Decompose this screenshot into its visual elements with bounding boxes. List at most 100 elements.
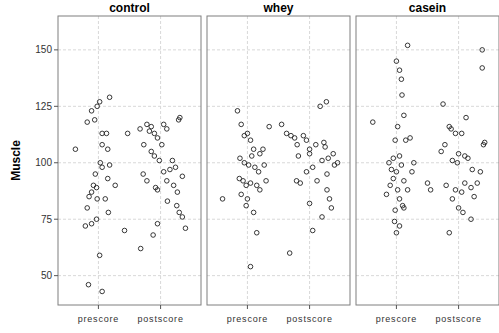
point bbox=[242, 160, 247, 165]
point bbox=[89, 109, 94, 114]
point bbox=[107, 163, 112, 168]
point bbox=[405, 188, 410, 193]
point bbox=[388, 183, 393, 188]
point bbox=[307, 151, 312, 156]
panel-title: control bbox=[109, 1, 150, 15]
point bbox=[149, 124, 154, 129]
point bbox=[145, 122, 150, 127]
point bbox=[287, 251, 292, 256]
tick-mark bbox=[54, 106, 58, 107]
grid-line bbox=[207, 49, 350, 50]
point bbox=[106, 210, 111, 215]
grid-line bbox=[58, 219, 201, 220]
point bbox=[402, 179, 407, 184]
point bbox=[238, 156, 243, 161]
point bbox=[165, 199, 170, 204]
point bbox=[443, 142, 448, 147]
point bbox=[105, 176, 110, 181]
point bbox=[320, 215, 325, 220]
point bbox=[91, 183, 96, 188]
point bbox=[469, 185, 474, 190]
grid-line bbox=[58, 275, 201, 276]
grid-line bbox=[58, 106, 201, 107]
plot-background bbox=[207, 16, 350, 305]
point bbox=[83, 224, 88, 229]
point bbox=[151, 233, 156, 238]
grid-line bbox=[160, 16, 161, 305]
point bbox=[450, 197, 455, 202]
point bbox=[453, 131, 458, 136]
point bbox=[410, 169, 415, 174]
grid-line bbox=[58, 49, 201, 50]
point bbox=[399, 163, 404, 168]
grid-line bbox=[207, 275, 350, 276]
point bbox=[325, 188, 330, 193]
point bbox=[314, 142, 319, 147]
tick-mark bbox=[309, 305, 310, 309]
tick-label: postscore bbox=[286, 314, 332, 324]
grid-line bbox=[309, 16, 310, 305]
point bbox=[100, 142, 105, 147]
point bbox=[392, 219, 397, 224]
point bbox=[335, 160, 340, 165]
point bbox=[441, 102, 446, 107]
point bbox=[402, 113, 407, 118]
point bbox=[239, 192, 244, 197]
grid-line bbox=[58, 162, 201, 163]
point bbox=[248, 138, 253, 143]
point bbox=[264, 179, 269, 184]
point bbox=[391, 156, 396, 161]
point bbox=[475, 181, 480, 186]
point bbox=[292, 136, 297, 141]
tick-label: postscore bbox=[435, 314, 481, 324]
point bbox=[89, 190, 94, 195]
point bbox=[113, 183, 118, 188]
grid-line bbox=[356, 275, 499, 276]
grid-line bbox=[207, 106, 350, 107]
point bbox=[180, 174, 185, 179]
tick-mark bbox=[396, 305, 397, 309]
point bbox=[177, 210, 182, 215]
point bbox=[425, 181, 430, 186]
point bbox=[165, 127, 170, 132]
point bbox=[397, 197, 402, 202]
point bbox=[456, 206, 461, 211]
point bbox=[171, 183, 176, 188]
point bbox=[459, 190, 464, 195]
point bbox=[391, 176, 396, 181]
point bbox=[393, 208, 398, 213]
point bbox=[168, 167, 173, 172]
point bbox=[94, 217, 99, 222]
grid-line bbox=[396, 16, 397, 305]
point bbox=[241, 179, 246, 184]
point bbox=[251, 210, 256, 215]
panel: caseinprescorepostscore bbox=[356, 1, 499, 324]
point bbox=[258, 188, 263, 193]
grid-line bbox=[356, 106, 499, 107]
point bbox=[95, 197, 100, 202]
point bbox=[387, 160, 392, 165]
point bbox=[152, 154, 157, 159]
point bbox=[399, 77, 404, 82]
point bbox=[284, 131, 289, 136]
point bbox=[482, 140, 487, 145]
point bbox=[394, 230, 399, 235]
point bbox=[329, 206, 334, 211]
point bbox=[73, 147, 78, 152]
tick-mark bbox=[54, 275, 58, 276]
point bbox=[480, 48, 485, 53]
point bbox=[428, 188, 433, 193]
point bbox=[370, 120, 375, 125]
point bbox=[248, 181, 253, 186]
grid-line bbox=[207, 219, 350, 220]
point bbox=[220, 197, 225, 202]
point bbox=[161, 122, 166, 127]
point bbox=[155, 136, 160, 141]
grid-line bbox=[356, 49, 499, 50]
grid-line bbox=[356, 219, 499, 220]
plot-frame bbox=[207, 16, 350, 305]
point bbox=[444, 183, 449, 188]
point bbox=[248, 264, 253, 269]
point bbox=[447, 230, 452, 235]
point bbox=[304, 138, 309, 143]
